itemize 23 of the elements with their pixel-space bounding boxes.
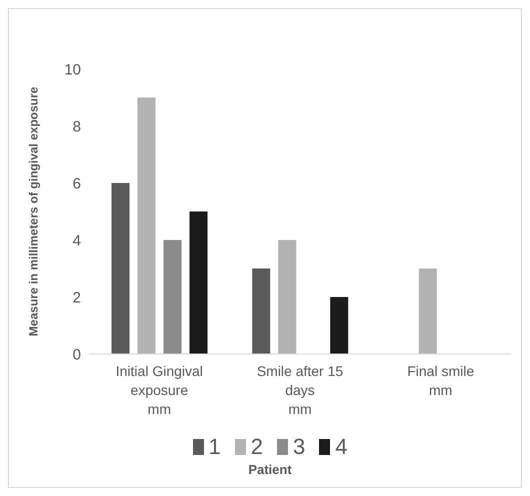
bar — [278, 240, 296, 354]
bar — [252, 268, 270, 354]
legend-label: 2 — [250, 434, 263, 460]
bar — [330, 297, 348, 354]
y-axis-title: Measure in millimeters of gingival exposure — [26, 86, 40, 336]
legend-title: Patient — [248, 462, 292, 477]
y-tick-label: 4 — [72, 232, 81, 250]
y-tick-label: 10 — [64, 61, 81, 78]
y-tick-label: 8 — [72, 118, 81, 136]
bar — [190, 212, 208, 354]
y-tick-label: 6 — [72, 175, 81, 192]
bar — [418, 268, 437, 354]
x-tick-label: Smile after 15 days mm — [256, 363, 344, 417]
y-tick-label: 2 — [72, 289, 81, 306]
legend-label: 1 — [208, 434, 221, 460]
bar — [164, 240, 182, 354]
bar — [112, 183, 130, 354]
legend-label: 4 — [334, 434, 348, 460]
bar — [138, 98, 156, 354]
legend-label: 3 — [292, 434, 306, 460]
x-tick-label: Final smile mm — [407, 363, 474, 398]
y-tick-label: 0 — [72, 346, 81, 364]
x-tick-label: Initial Gingival exposure mm — [116, 363, 203, 417]
